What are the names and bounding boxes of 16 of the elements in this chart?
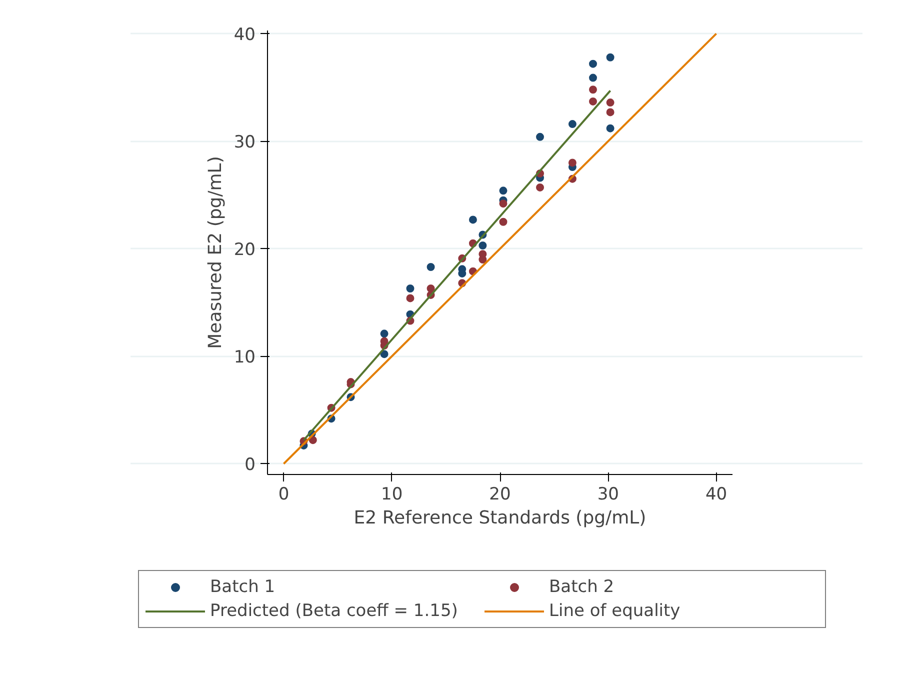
x-tick-label: 10 [381, 484, 403, 504]
y-tick-label: 10 [234, 348, 256, 368]
legend-label: Predicted (Beta coeff = 1.15) [210, 601, 459, 621]
y-tick-label: 40 [234, 25, 256, 46]
legend-label: Batch 2 [549, 577, 616, 597]
x-tick-label: 40 [705, 484, 728, 504]
legend-label: Batch 1 [210, 577, 276, 597]
x-tick-label: 30 [597, 484, 619, 504]
y-tick-label: 0 [244, 455, 256, 476]
legend-label: Line of equality [549, 601, 682, 621]
x-tick-label: 20 [489, 484, 511, 504]
y-tick-label: 30 [234, 132, 256, 153]
y-axis-title: Measured E2 (pg/mL) [204, 156, 226, 349]
x-axis-title: E2 Reference Standards (pg/mL) [354, 508, 646, 528]
x-tick-label: 0 [278, 484, 290, 504]
y-tick-label: 20 [234, 240, 256, 260]
